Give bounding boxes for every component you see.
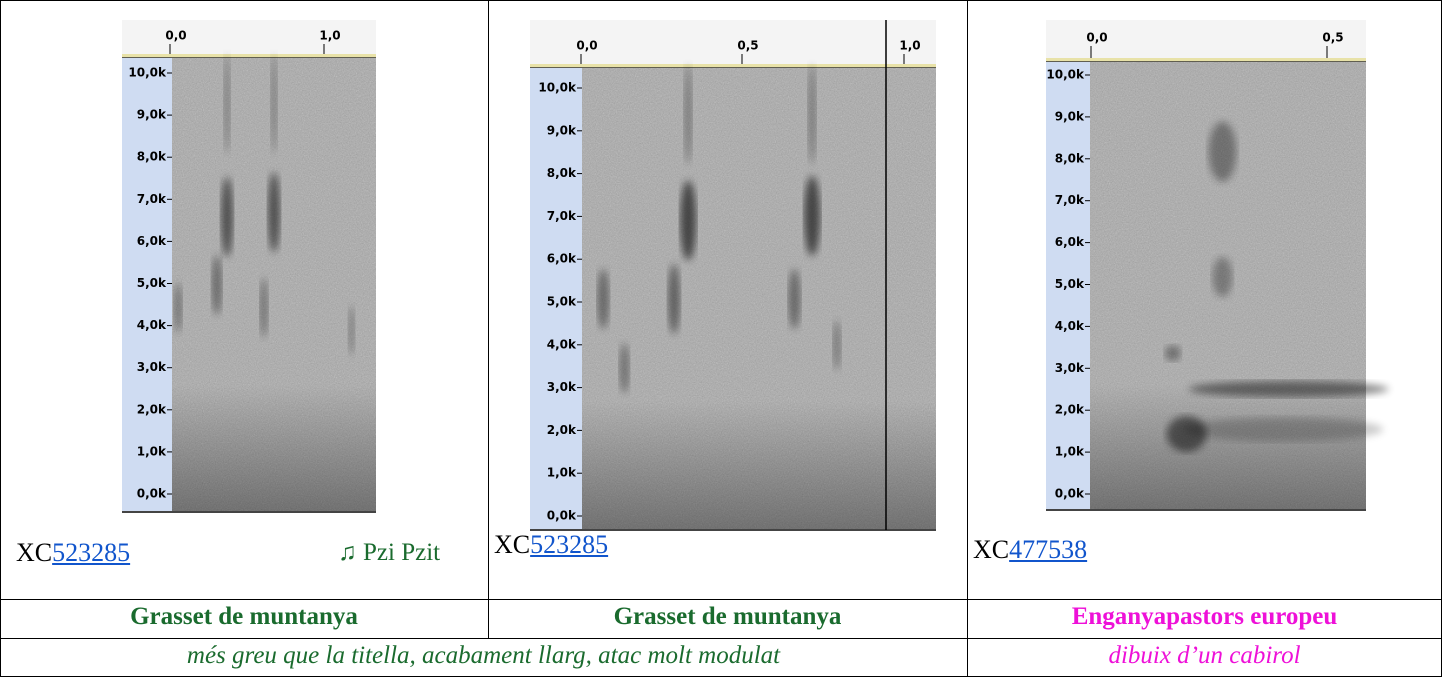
call-trace <box>1212 257 1233 298</box>
freq-tick-label: 9,0k <box>1055 109 1085 123</box>
freq-tick-label: 0,0k <box>137 487 167 501</box>
call-trace <box>1183 417 1384 442</box>
freq-tick-label: 10,0k <box>538 81 577 95</box>
description: dibuix d’un cabirol <box>1108 642 1301 669</box>
call-trace <box>224 53 231 154</box>
time-ruler <box>1046 20 1366 62</box>
xc-link[interactable]: 477538 <box>1009 535 1088 564</box>
ruler-band <box>530 64 936 68</box>
time-tick-label: 1,0 <box>899 39 920 53</box>
freq-tick-label: 8,0k <box>137 150 167 164</box>
freq-tick-label: 6,0k <box>137 234 167 248</box>
xc-prefix: XC <box>973 535 1010 564</box>
low-band <box>1090 384 1366 510</box>
freq-tick-label: 6,0k <box>1055 235 1085 249</box>
time-tick-label: 0,5 <box>737 39 758 53</box>
freq-tick-label: 7,0k <box>1055 193 1085 207</box>
time-tick-label: 0,0 <box>165 29 186 43</box>
xc-label: XC523285 <box>494 530 608 560</box>
freq-panel <box>1046 62 1090 510</box>
freq-tick-label: 1,0k <box>1055 445 1085 459</box>
call-trace <box>832 320 841 371</box>
call-trace <box>684 64 693 165</box>
border <box>967 0 968 677</box>
xc-prefix: XC <box>16 538 53 567</box>
call-trace <box>259 277 268 338</box>
freq-tick-label: 2,0k <box>137 402 167 416</box>
call-trace <box>211 255 222 315</box>
call-trace <box>1208 121 1237 182</box>
freq-tick-label: 7,0k <box>137 192 167 206</box>
time-ruler <box>122 20 376 58</box>
border <box>0 599 1442 600</box>
freq-tick-label: 10,0k <box>128 66 167 80</box>
low-band <box>582 400 936 530</box>
freq-tick-label: 5,0k <box>1055 277 1085 291</box>
call-trace <box>668 264 681 334</box>
time-tick-label: 1,0 <box>319 29 340 43</box>
xc-link[interactable]: 523285 <box>530 530 609 559</box>
species-name: Enganyapastors europeu <box>1071 603 1338 630</box>
species-name: Grasset de muntanya <box>613 603 842 630</box>
time-tick-label: 0,5 <box>1322 31 1343 45</box>
call-trace <box>680 180 697 261</box>
description: més greu que la titella, acabament llarg… <box>186 642 781 669</box>
freq-tick-label: 0,0k <box>1055 487 1085 501</box>
call-trace <box>174 282 183 333</box>
call-trace <box>619 343 630 394</box>
freq-tick-label: 4,0k <box>137 318 167 332</box>
freq-tick-label: 9,0k <box>137 108 167 122</box>
call-trace <box>804 175 821 256</box>
call-trace <box>1164 345 1181 362</box>
freq-panel <box>122 58 172 512</box>
call-trace <box>1188 381 1389 398</box>
low-band <box>172 384 376 512</box>
freq-tick-label: 1,0k <box>547 466 577 480</box>
xc-label: XC523285 <box>16 538 130 568</box>
freq-panel <box>530 68 582 530</box>
freq-tick-label: 3,0k <box>137 360 167 374</box>
call-trace <box>788 269 801 329</box>
time-tick-label: 0,0 <box>1086 31 1107 45</box>
freq-tick-label: 5,0k <box>547 295 577 309</box>
freq-tick-label: 0,0k <box>547 509 577 523</box>
ruler-band <box>1046 58 1366 62</box>
freq-tick-label: 10,0k <box>1046 68 1085 82</box>
call-trace <box>348 305 355 356</box>
freq-tick-label: 8,0k <box>1055 151 1085 165</box>
call-note: ♫ Pzi Pzit <box>338 539 441 566</box>
spectrograms: 10,0k 9,0k 8,0k 7,0k 6,0k 5,0k 4,0k 3,0k 2,0k 1,0… <box>122 20 1389 531</box>
freq-tick-label: 8,0k <box>547 166 577 180</box>
freq-tick-label: 1,0k <box>137 444 167 458</box>
freq-tick-label: 2,0k <box>547 423 577 437</box>
call-trace <box>597 269 610 329</box>
freq-tick-label: 4,0k <box>1055 319 1085 333</box>
freq-tick-label: 5,0k <box>137 276 167 290</box>
freq-tick-label: 3,0k <box>547 380 577 394</box>
call-trace <box>268 172 280 253</box>
freq-tick-label: 7,0k <box>547 209 577 223</box>
species-name: Grasset de muntanya <box>130 603 358 630</box>
freq-tick-label: 4,0k <box>547 337 577 351</box>
xc-prefix: XC <box>494 530 531 559</box>
call-trace <box>221 176 234 257</box>
border <box>488 0 489 638</box>
freq-tick-label: 2,0k <box>1055 403 1085 417</box>
border <box>0 638 1442 639</box>
xc-link[interactable]: 523285 <box>52 538 131 567</box>
freq-tick-label: 9,0k <box>547 123 577 137</box>
border <box>0 0 1442 1</box>
time-ruler <box>530 20 936 68</box>
freq-tick-label: 6,0k <box>547 252 577 266</box>
time-tick-label: 0,0 <box>576 39 597 53</box>
call-trace <box>808 64 817 165</box>
ruler-band <box>122 54 376 58</box>
border <box>0 0 1 677</box>
freq-tick-label: 3,0k <box>1055 361 1085 375</box>
call-trace <box>271 53 277 154</box>
xc-label: XC477538 <box>973 535 1087 565</box>
